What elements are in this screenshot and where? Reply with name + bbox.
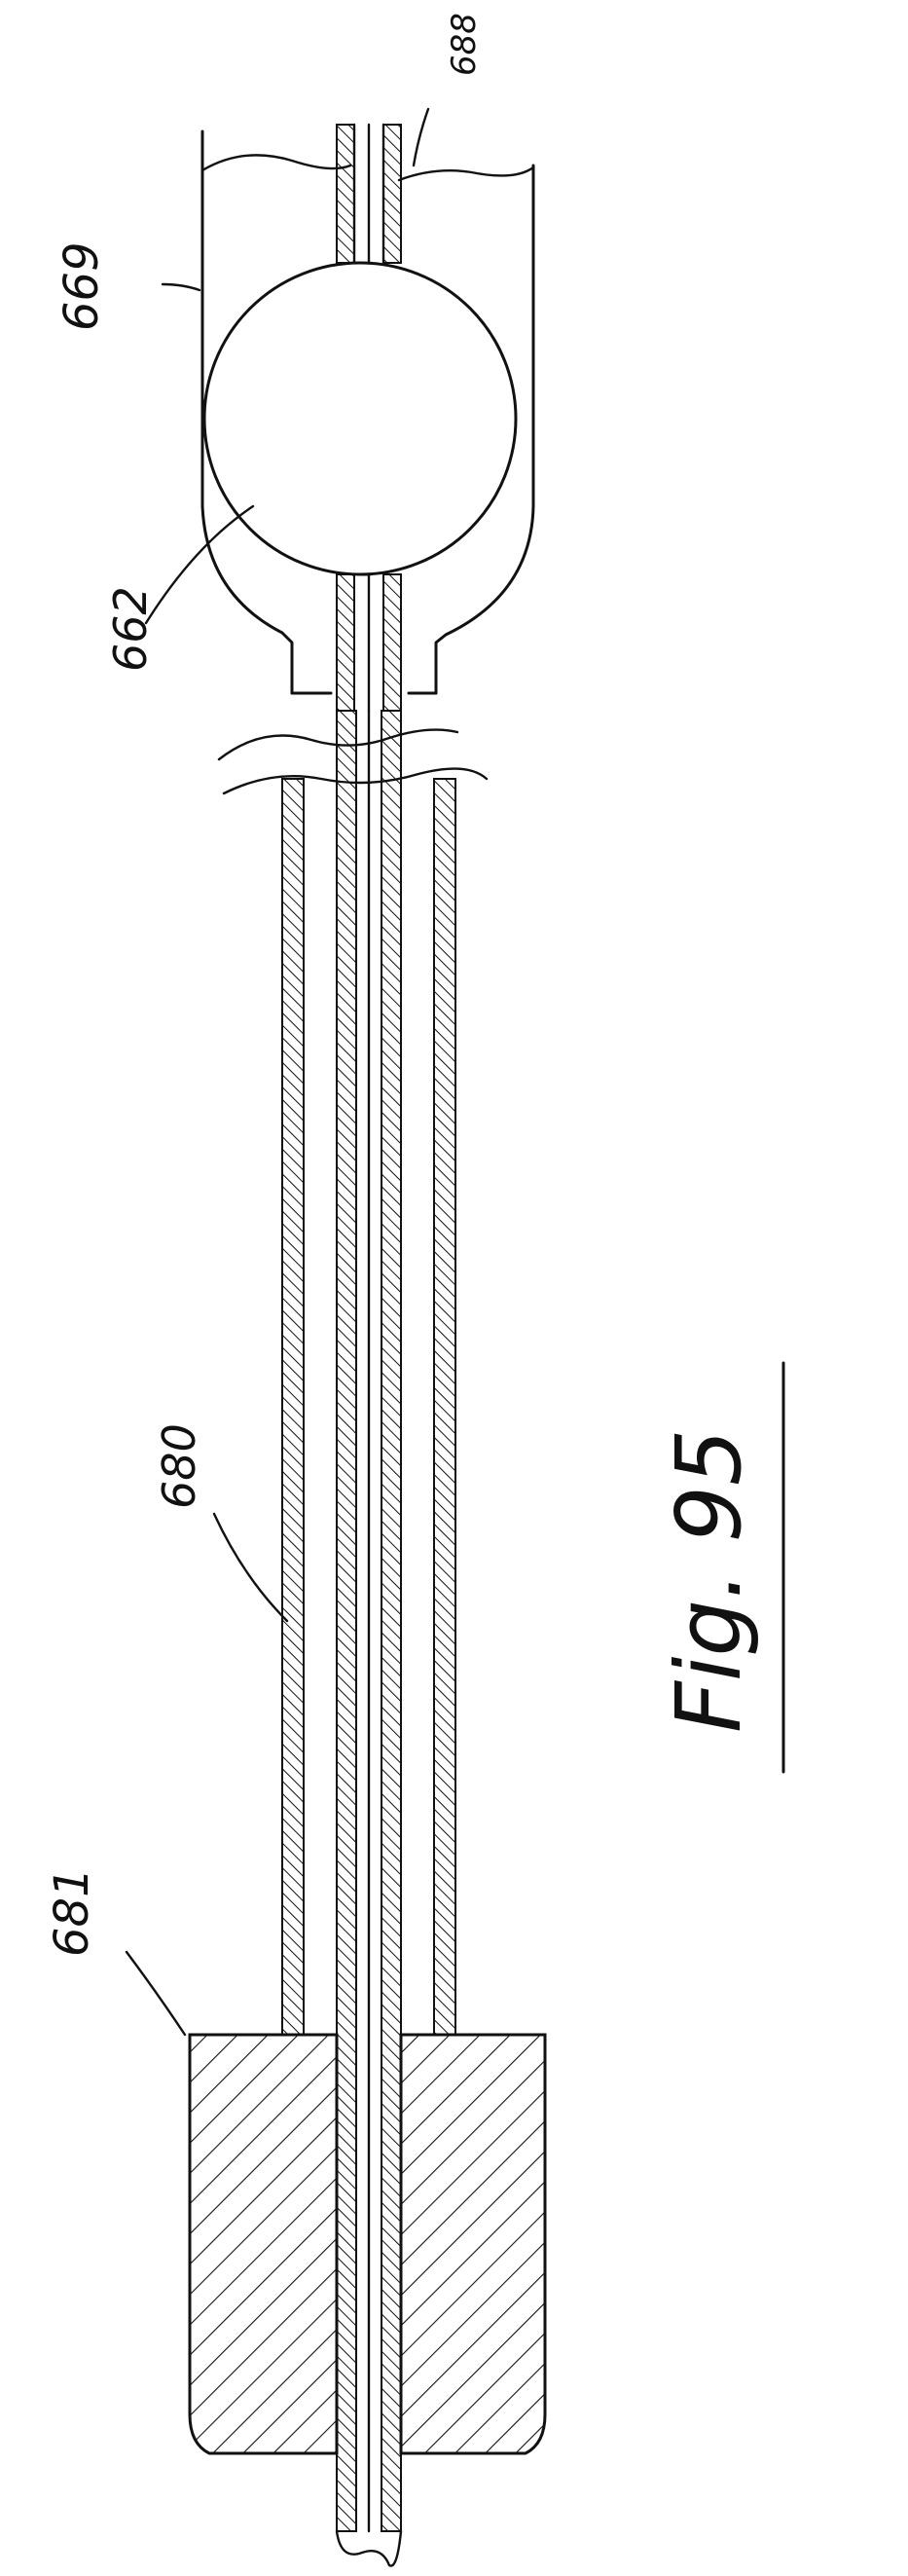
inner-rod-upper [337,125,401,263]
label-688: 688 [445,13,484,76]
ball-662 [204,263,516,574]
handle-681 [190,2035,545,2453]
label-680: 680 [153,1423,205,1509]
label-681: 681 [45,1867,99,1957]
caption-text: Fig. 95 [657,1429,761,1733]
inner-rod-long [337,711,401,2531]
label-669: 669 [54,241,109,331]
inner-rod-middle [337,574,401,711]
label-662: 662 [104,586,157,672]
rod-tip [337,2531,401,2566]
figure-caption: Fig. 95 [657,1363,783,1772]
